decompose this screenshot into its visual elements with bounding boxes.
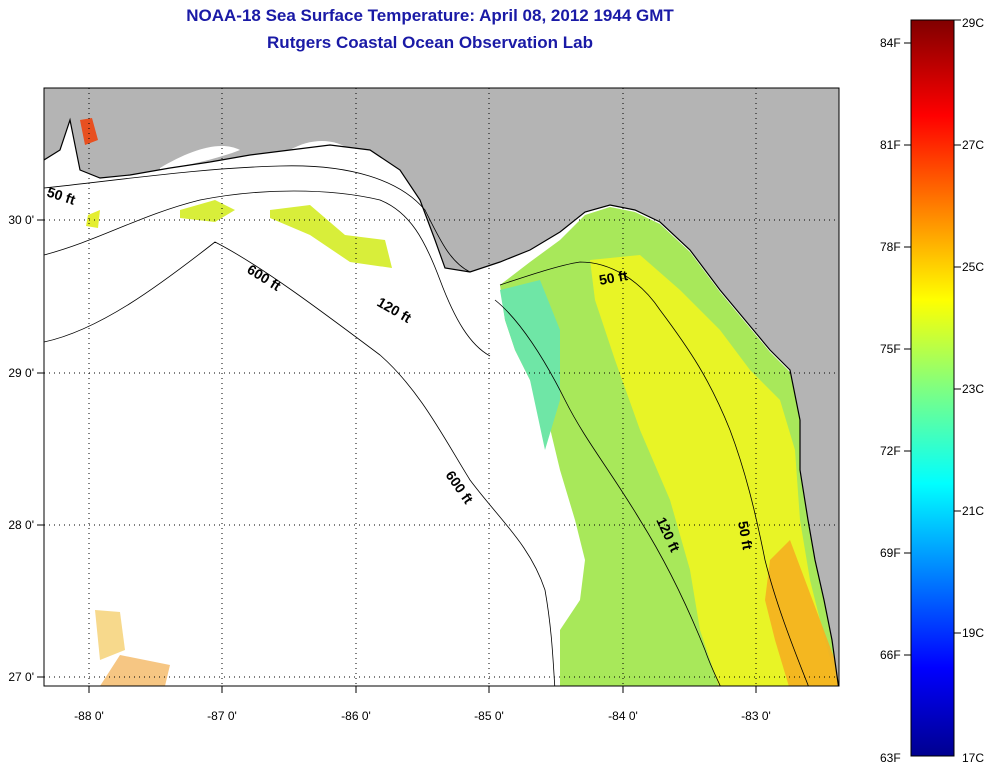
contour-50ft-east — [499, 261, 809, 686]
colorbar-f-label: 75F — [880, 342, 901, 356]
lon-label: -85 0' — [474, 709, 504, 723]
map-border — [43, 87, 840, 687]
contour-120ft-east — [494, 299, 721, 686]
tick-marks — [37, 219, 757, 693]
contour-label: 50 ft — [735, 520, 756, 551]
lon-label: -84 0' — [608, 709, 638, 723]
lat-label: 27 0' — [8, 670, 34, 684]
colorbar-f-label: 78F — [880, 240, 901, 254]
map-title: NOAA-18 Sea Surface Temperature: April 0… — [186, 6, 674, 25]
lat-label: 30 0' — [8, 213, 34, 227]
colorbar-c-label: 27C — [962, 138, 984, 152]
colorbar-c-label: 25C — [962, 260, 984, 274]
colorbar-f-label: 84F — [880, 36, 901, 50]
contour-600ft — [44, 241, 556, 686]
bay — [160, 146, 240, 170]
lon-label: -88 0' — [74, 709, 104, 723]
sst-patch — [95, 610, 125, 660]
sst-cool-west — [500, 280, 560, 450]
colorbar-f-label: 81F — [880, 138, 901, 152]
colorbar-f-label: 63F — [880, 751, 901, 765]
contour-120ft-north — [44, 190, 491, 357]
colorbar-c-label: 19C — [962, 626, 984, 640]
lat-label: 28 0' — [8, 518, 34, 532]
sst-patch — [180, 200, 235, 222]
sst-patch — [100, 655, 170, 686]
colorbar-c-label: 29C — [962, 16, 984, 30]
colorbar-f-label: 66F — [880, 648, 901, 662]
colorbar-f-label: 69F — [880, 546, 901, 560]
colorbar-f-label: 72F — [880, 444, 901, 458]
sst-coast-orange — [765, 540, 839, 686]
lon-label: -87 0' — [207, 709, 237, 723]
lon-label: -83 0' — [741, 709, 771, 723]
colorbar: 84F 81F 78F 75F 72F 69F 66F 63F 29C 27C … — [880, 16, 984, 765]
colorbar-gradient — [910, 19, 955, 757]
sst-patch — [270, 205, 392, 268]
map-subtitle: Rutgers Coastal Ocean Observation Lab — [267, 33, 593, 52]
colorbar-c-label: 17C — [962, 751, 984, 765]
lon-label: -86 0' — [341, 709, 371, 723]
coastline — [44, 117, 839, 686]
lat-label: 29 0' — [8, 366, 34, 380]
land-mass — [44, 88, 839, 686]
contour-50ft-north — [44, 165, 471, 273]
sst-patch-warm — [80, 118, 98, 145]
colorbar-c-label: 21C — [962, 504, 984, 518]
colorbar-c-label: 23C — [962, 382, 984, 396]
contour-label: 50 ft — [598, 267, 629, 288]
